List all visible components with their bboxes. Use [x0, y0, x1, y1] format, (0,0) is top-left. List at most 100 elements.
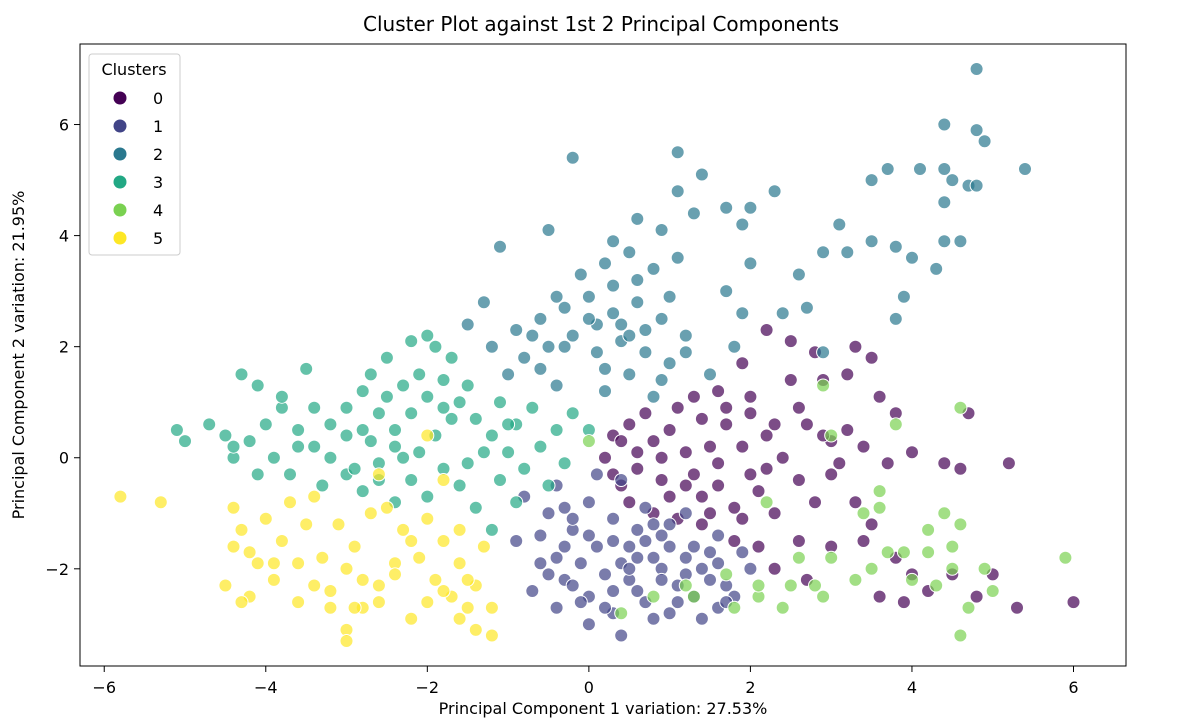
point-cluster-5-42 [420, 595, 435, 610]
point-cluster-0-41 [759, 323, 774, 337]
point-cluster-1-69 [565, 511, 580, 526]
point-cluster-3-59 [444, 411, 459, 426]
point-cluster-5-35 [428, 572, 443, 587]
point-cluster-2-2 [533, 311, 548, 326]
legend-label-3: 3 [153, 173, 163, 192]
point-cluster-0-85 [614, 434, 629, 449]
point-cluster-2-28 [565, 150, 580, 165]
y-tick-label: 2 [59, 338, 69, 357]
point-cluster-4-0 [581, 434, 596, 449]
point-cluster-0-29 [799, 417, 814, 432]
point-cluster-1-1 [533, 556, 548, 571]
point-cluster-2-58 [888, 311, 903, 326]
point-cluster-5-20 [468, 622, 483, 637]
x-axis-title: Principal Component 1 variation: 27.53% [439, 699, 768, 718]
point-cluster-2-65 [937, 234, 952, 249]
point-cluster-2-37 [646, 389, 661, 404]
point-cluster-1-22 [646, 611, 661, 626]
point-cluster-0-18 [694, 411, 709, 426]
point-cluster-1-51 [557, 500, 572, 515]
point-cluster-3-77 [525, 400, 540, 415]
point-cluster-3-62 [315, 478, 330, 493]
point-cluster-5-43 [436, 584, 451, 598]
point-cluster-0-86 [630, 445, 645, 460]
point-cluster-5-50 [299, 517, 314, 532]
point-cluster-2-1 [509, 323, 524, 337]
y-tick-label: 6 [59, 116, 69, 135]
legend-label-5: 5 [153, 229, 163, 248]
point-cluster-1-59 [654, 572, 669, 587]
point-cluster-3-56 [557, 456, 572, 471]
point-cluster-0-38 [840, 367, 855, 382]
x-tick-label: 2 [745, 678, 755, 697]
point-cluster-3-43 [404, 334, 419, 349]
point-cluster-4-21 [921, 522, 936, 537]
point-cluster-2-33 [501, 367, 516, 382]
point-cluster-2-84 [662, 289, 677, 304]
point-cluster-2-25 [670, 184, 685, 199]
point-cluster-0-34 [864, 517, 879, 532]
point-cluster-1-53 [646, 517, 661, 532]
point-cluster-4-37 [719, 567, 734, 582]
point-cluster-3-16 [420, 389, 435, 404]
point-cluster-2-63 [945, 173, 960, 188]
legend: Clusters 0 1 2 3 4 5 [88, 53, 181, 256]
point-cluster-3-36 [404, 473, 419, 487]
point-cluster-2-34 [549, 378, 564, 393]
point-cluster-3-57 [396, 450, 411, 465]
point-cluster-2-35 [598, 384, 612, 399]
point-cluster-2-17 [598, 256, 612, 271]
point-cluster-2-50 [816, 245, 831, 260]
point-cluster-0-45 [783, 373, 798, 387]
point-cluster-0-67 [751, 539, 766, 554]
point-cluster-3-60 [476, 445, 491, 460]
point-cluster-5-39 [339, 561, 354, 576]
point-cluster-0-14 [808, 495, 822, 510]
point-cluster-3-51 [363, 434, 378, 449]
point-cluster-1-60 [703, 545, 717, 560]
point-cluster-5-0 [113, 489, 128, 504]
point-cluster-0-83 [719, 400, 734, 415]
point-cluster-2-64 [953, 234, 968, 249]
point-cluster-2-44 [743, 200, 758, 215]
point-cluster-2-60 [913, 162, 927, 176]
point-cluster-3-67 [379, 389, 394, 404]
point-cluster-0-7 [686, 467, 701, 482]
point-cluster-2-87 [525, 328, 540, 343]
point-cluster-0-47 [791, 534, 806, 548]
point-cluster-0-42 [735, 356, 750, 371]
point-cluster-0-8 [703, 439, 717, 454]
point-cluster-3-49 [291, 439, 306, 454]
point-cluster-1-68 [622, 561, 637, 576]
x-tick-label: 4 [907, 678, 917, 697]
point-cluster-2-77 [614, 317, 629, 332]
point-cluster-2-7 [654, 311, 669, 326]
point-cluster-2-39 [727, 339, 742, 354]
point-cluster-2-3 [557, 300, 572, 315]
point-cluster-4-16 [945, 561, 960, 576]
point-cluster-4-12 [880, 545, 895, 560]
point-cluster-2-83 [549, 289, 564, 304]
point-cluster-5-31 [363, 506, 378, 521]
point-cluster-2-38 [703, 367, 717, 382]
point-cluster-2-23 [606, 234, 621, 249]
y-tick-label: 4 [59, 227, 69, 246]
point-cluster-3-69 [493, 473, 507, 487]
point-cluster-3-73 [460, 456, 475, 471]
point-cluster-0-84 [743, 467, 758, 482]
point-cluster-2-27 [670, 145, 685, 160]
point-cluster-3-27 [234, 367, 249, 382]
point-cluster-1-66 [662, 539, 677, 554]
point-cluster-3-46 [363, 367, 378, 382]
point-cluster-1-49 [614, 473, 629, 487]
point-cluster-3-64 [226, 439, 241, 454]
point-cluster-0-62 [953, 461, 968, 476]
point-cluster-2-42 [743, 256, 758, 271]
point-cluster-1-34 [598, 567, 612, 582]
point-cluster-0-27 [735, 511, 750, 526]
point-cluster-5-52 [452, 522, 467, 537]
point-cluster-3-23 [533, 439, 548, 454]
point-cluster-1-46 [541, 567, 556, 582]
point-cluster-0-3 [662, 423, 677, 437]
point-cluster-2-52 [840, 245, 855, 260]
